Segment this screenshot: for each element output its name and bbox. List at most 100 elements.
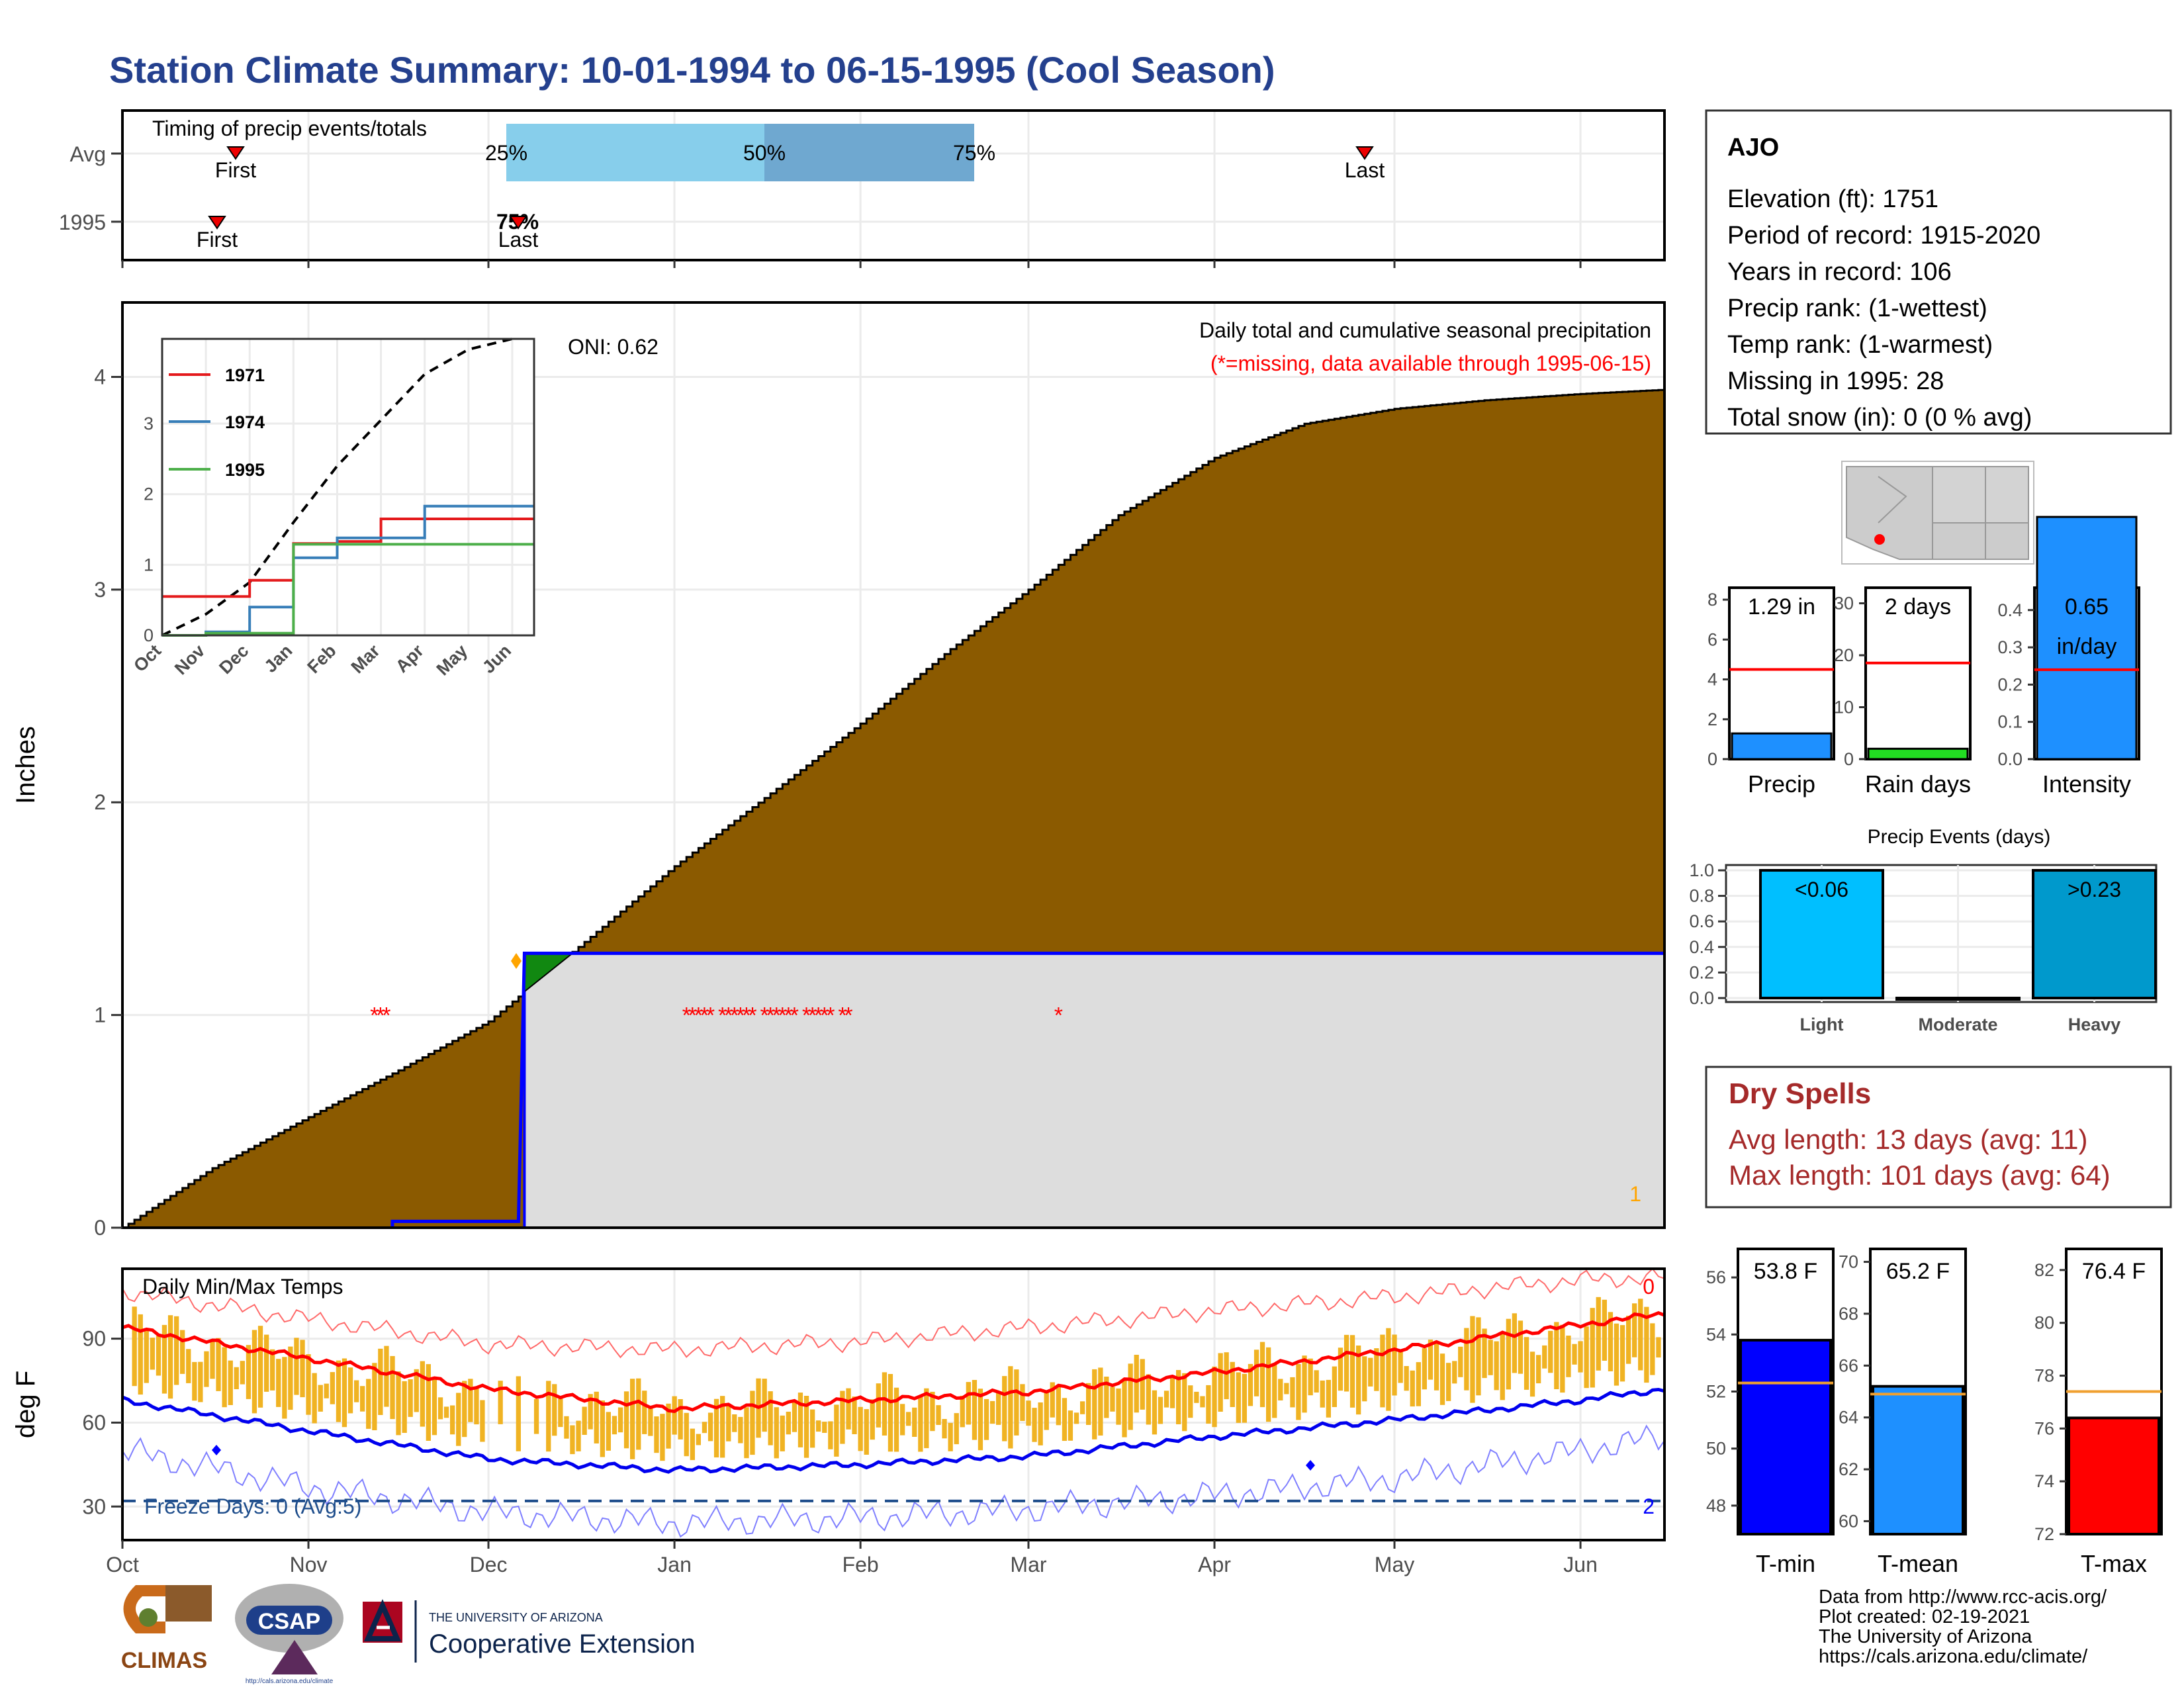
missing-marker-11: * [736,1003,745,1028]
y1995-last-label: Last [498,228,539,251]
temp-bar-95 [690,1428,695,1461]
missing-marker-2: * [382,1003,390,1028]
ua-logo: THE UNIVERSITY OF ARIZONA Cooperative Ex… [363,1599,695,1663]
temp-bar-152 [1032,1408,1037,1442]
tempbar-label-0: T-min [1756,1550,1815,1577]
missing-marker-27: * [1054,1003,1063,1028]
temp-ytick-label-1: 60 [82,1410,106,1434]
freeze-note: Freeze Days: 0 (Avg:5) [144,1494,361,1518]
missing-marker-25: * [838,1003,846,1028]
temp-bar-119 [834,1404,839,1457]
temp-bar-220 [1439,1353,1445,1405]
tempbar-tick-label-1-5: 70 [1839,1252,1858,1272]
temp-bar-50 [420,1361,425,1427]
inset-average-line [161,338,513,637]
temp-bar-58 [468,1379,473,1422]
temp-bar-85 [630,1379,635,1459]
temp-bar-47 [402,1381,407,1433]
events-bar-label-0: Light [1800,1015,1844,1034]
precip-y-ticks: 0 1 2 3 4 [94,365,122,1240]
temp-bar-215 [1410,1370,1415,1407]
minibar-tick-label-2-3: 0.3 [1997,637,2023,657]
inset-ytick-0: 0 [144,625,154,645]
temp-bar-245 [1590,1308,1595,1388]
temp-bar-79 [594,1391,599,1443]
missing-marker-1: * [376,1003,385,1028]
temp-bar-19 [234,1367,239,1389]
timing-row-avg: Avg [69,142,106,166]
temp-bar-155 [1050,1382,1055,1418]
inset-legend-1974: 1974 [225,412,265,432]
temp-bar-211 [1386,1328,1391,1411]
temp-bar-150 [1020,1384,1025,1421]
events-plot: 0.0 0.2 0.4 0.6 0.8 1.0 <0.06 Light Moderate >0.2… [1689,860,2157,1034]
temp-bar-10 [180,1330,185,1374]
station-elevation: Elevation (ft): 1751 [1727,185,1938,213]
credit-line-2: Plot created: 02-19-2021 [1819,1606,2030,1627]
temp-bar-183 [1218,1353,1223,1412]
missing-marker-14: * [760,1003,768,1028]
missing-marker-6: * [700,1003,709,1028]
temp-bar-131 [906,1412,911,1426]
tempbar-tick-label-1-1: 62 [1839,1459,1858,1479]
precip-ytick-label-4: 4 [94,365,106,388]
temp-bar-110 [780,1415,785,1451]
temp-bar-214 [1404,1366,1409,1391]
temp-bar-104 [744,1407,749,1459]
precip-count-label: 1 [1629,1182,1641,1206]
credit-line-3: The University of Arizona [1819,1626,2032,1647]
precip-y-title: Inches [11,726,40,804]
temp-bar-77 [582,1406,587,1435]
missing-marker-8: * [718,1003,727,1028]
temp-bar-20 [240,1361,245,1385]
temp-bar-54 [443,1406,449,1418]
temp-bar-193 [1278,1379,1283,1400]
dry-spells-title: Dry Spells [1729,1077,1871,1110]
temp-bar-43 [378,1348,383,1415]
temp-bar-8 [167,1315,173,1399]
temp-bar-190 [1259,1342,1265,1408]
station-period: Period of record: 1915-2020 [1727,222,2040,250]
temp-bar-169 [1134,1355,1139,1413]
minibar-tick-label-1-1: 10 [1834,698,1854,717]
missing-marker-24: * [826,1003,835,1028]
tempbar-tick-label-0-0: 48 [1706,1496,1726,1516]
credit-line-4: https://cals.arizona.edu/climate/ [1819,1646,2088,1667]
temp-bar-78 [588,1394,593,1430]
temp-bar-140 [960,1395,965,1428]
temp-bar-221 [1446,1363,1451,1401]
inset-line-1974 [162,504,534,637]
temp-bar-99 [713,1398,719,1458]
temp-bar-33 [318,1385,323,1412]
temp-bar-147 [1002,1376,1007,1441]
dry-spells-max: Max length: 101 days (avg: 64) [1729,1160,2111,1191]
temp-bar-112 [792,1400,797,1432]
temp-bar-198 [1308,1358,1313,1396]
climas-logo: CLIMAS [121,1585,212,1673]
temp-bar-148 [1008,1366,1013,1449]
temp-bar-3 [138,1314,143,1395]
temp-bar-201 [1326,1379,1331,1418]
temp-bar-40 [360,1386,365,1412]
temp-bar-212 [1392,1334,1397,1396]
temp-bar-121 [846,1388,851,1430]
temp-bar-149 [1014,1369,1019,1436]
oni-label: ONI: 0.62 [568,335,659,359]
temp-bar-36 [336,1360,341,1422]
temp-bar-229 [1494,1341,1499,1391]
minibar-tick-label-0-2: 4 [1707,670,1717,690]
temp-bar-237 [1542,1345,1547,1369]
tempbar-label-2: T-max [2081,1550,2147,1577]
temp-bar-4 [144,1328,149,1383]
temp-bar-138 [948,1422,953,1451]
tempbar-tick-label-2-0: 72 [2034,1524,2054,1544]
avg-q25-label: 25% [485,141,527,165]
climas-logo-text: CLIMAS [121,1648,207,1673]
temp-bar-72 [552,1384,557,1436]
page-title: Station Climate Summary: 10-01-1994 to 0… [109,49,1275,91]
events-bar-label-1: Moderate [1918,1015,1997,1034]
tempbar-tick-label-1-0: 60 [1839,1511,1858,1531]
avg-last-marker [1355,146,1374,160]
events-bar-2 [2032,869,2157,999]
